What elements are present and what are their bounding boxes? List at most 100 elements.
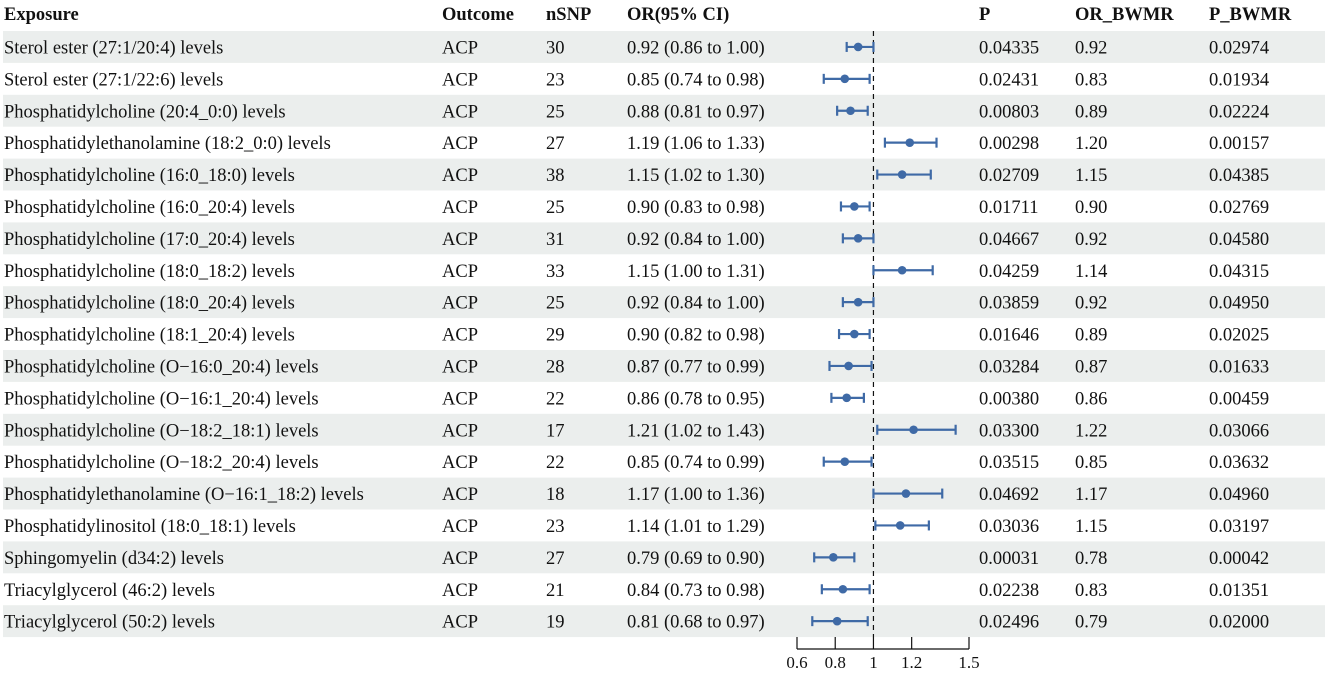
cell-p-bwmr: 0.00459 [1209, 389, 1269, 409]
cell-nsnp: 21 [546, 581, 565, 601]
cell-exposure: Phosphatidylcholine (16:0_18:0) levels [4, 166, 295, 186]
cell-p-bwmr: 0.03066 [1209, 421, 1269, 441]
cell-outcome: ACP [442, 549, 478, 569]
cell-or-bwmr: 0.92 [1075, 294, 1107, 314]
cell-or-ci: 0.92 (0.84 to 1.00) [627, 294, 765, 314]
cell-exposure: Phosphatidylethanolamine (18:2_0:0) leve… [4, 134, 331, 154]
cell-exposure: Phosphatidylcholine (16:0_20:4) levels [4, 198, 295, 218]
ci-mark [841, 233, 875, 244]
cell-p-bwmr: 0.02000 [1209, 613, 1269, 633]
row-stripe [3, 158, 1325, 191]
cell-p: 0.02496 [979, 613, 1039, 633]
cell-exposure: Phosphatidylcholine (20:4_0:0) levels [4, 102, 286, 122]
cell-outcome: ACP [442, 230, 478, 250]
table-row: Phosphatidylcholine (O−16:1_20:4) levels… [4, 389, 1269, 409]
cell-outcome: ACP [442, 421, 478, 441]
header-outcome: Outcome [442, 5, 514, 25]
table-row: Phosphatidylcholine (16:0_18:0) levels AC… [4, 166, 1269, 186]
or-point [829, 553, 838, 562]
row-stripe [3, 413, 1325, 446]
cell-exposure: Phosphatidylcholine (O−18:2_18:1) levels [4, 421, 319, 441]
cell-p: 0.00031 [979, 549, 1039, 569]
cell-outcome: ACP [442, 166, 478, 186]
cell-outcome: ACP [442, 357, 478, 377]
or-point [840, 74, 850, 84]
cell-or-bwmr: 0.90 [1075, 198, 1107, 218]
cell-nsnp: 22 [546, 389, 565, 409]
ci-mark [876, 169, 932, 180]
table-row: Phosphatidylcholine (16:0_20:4) levels AC… [4, 198, 1269, 218]
cell-outcome: ACP [442, 326, 478, 346]
ci-mark [841, 297, 875, 308]
cell-outcome: ACP [442, 389, 478, 409]
table-row: Phosphatidylethanolamine (O−16:1_18:2) l… [4, 485, 1269, 505]
cell-exposure: Phosphatidylcholine (18:1_20:4) levels [4, 326, 295, 346]
or-point [905, 138, 915, 147]
cell-or-bwmr: 1.14 [1075, 262, 1107, 282]
cell-nsnp: 19 [546, 613, 565, 633]
cell-p: 0.04259 [979, 262, 1039, 282]
x-tick-label: 1 [869, 653, 878, 672]
cell-p: 0.04335 [979, 38, 1039, 58]
cell-or-bwmr: 1.22 [1075, 421, 1107, 441]
cell-exposure: Phosphatidylethanolamine (O−16:1_18:2) l… [4, 485, 364, 505]
cell-or-ci: 0.85 (0.74 to 0.98) [627, 70, 765, 90]
cell-or-ci: 1.17 (1.00 to 1.36) [627, 485, 765, 505]
cell-or-ci: 0.85 (0.74 to 0.99) [627, 453, 765, 473]
header-exposure: Exposure [4, 5, 79, 25]
table-row: Phosphatidylcholine (O−18:2_18:1) levels… [4, 421, 1269, 441]
or-point [842, 393, 851, 403]
cell-p-bwmr: 0.02769 [1209, 198, 1269, 218]
ci-mark [830, 392, 865, 403]
cell-nsnp: 23 [546, 70, 565, 90]
table-row: Phosphatidylcholine (18:0_18:2) levels AC… [4, 262, 1269, 282]
table-row: Triacylglycerol (46:2) levels ACP 21 0.84 (… [4, 581, 1269, 601]
or-point [838, 584, 848, 594]
table-row: Phosphatidylcholine (18:0_20:4) levels AC… [4, 294, 1269, 314]
or-point [846, 106, 855, 116]
ci-mark [822, 456, 873, 467]
cell-or-bwmr: 0.83 [1075, 581, 1107, 601]
header-or-ci: OR(95% CI) [627, 5, 729, 25]
cell-p-bwmr: 0.04580 [1209, 230, 1269, 250]
table-row: Phosphatidylcholine (O−16:0_20:4) levels… [4, 357, 1269, 377]
cell-or-bwmr: 0.89 [1075, 102, 1107, 122]
cell-p: 0.03859 [979, 294, 1039, 314]
cell-p: 0.03515 [979, 453, 1039, 473]
cell-outcome: ACP [442, 453, 478, 473]
cell-exposure: Phosphatidylcholine (O−18:2_20:4) levels [4, 453, 319, 473]
cell-or-bwmr: 1.20 [1075, 134, 1107, 154]
cell-nsnp: 27 [546, 134, 565, 154]
cell-outcome: ACP [442, 38, 478, 58]
cell-or-bwmr: 0.85 [1075, 453, 1107, 473]
cell-outcome: ACP [442, 294, 478, 314]
cell-or-ci: 0.79 (0.69 to 0.90) [627, 549, 765, 569]
cell-outcome: ACP [442, 517, 478, 537]
cell-p: 0.01646 [979, 326, 1039, 346]
ci-mark [828, 360, 873, 371]
cell-p-bwmr: 0.02025 [1209, 326, 1269, 346]
cell-p: 0.03284 [979, 357, 1039, 377]
cell-p: 0.00380 [979, 389, 1039, 409]
header-p-bwmr: P_BWMR [1209, 5, 1292, 25]
or-point [853, 297, 863, 307]
or-point [844, 361, 853, 371]
cell-outcome: ACP [442, 613, 478, 633]
cell-p-bwmr: 0.02224 [1209, 102, 1269, 122]
table-row: Phosphatidylinositol (18:0_18:1) levels A… [4, 517, 1269, 537]
cell-p: 0.03036 [979, 517, 1039, 537]
cell-or-ci: 0.86 (0.78 to 0.95) [627, 389, 765, 409]
or-point [897, 170, 907, 179]
x-tick-label: 0.6 [786, 653, 807, 672]
cell-or-bwmr: 0.92 [1075, 230, 1107, 250]
cell-p-bwmr: 0.01934 [1209, 70, 1269, 90]
cell-exposure: Triacylglycerol (50:2) levels [4, 613, 215, 633]
cell-exposure: Sphingomyelin (d34:2) levels [4, 549, 224, 569]
cell-outcome: ACP [442, 134, 478, 154]
cell-p-bwmr: 0.03632 [1209, 453, 1269, 473]
ci-mark [883, 137, 938, 148]
cell-or-ci: 0.90 (0.82 to 0.98) [627, 326, 765, 346]
or-point [853, 234, 863, 243]
table-row: Phosphatidylcholine (20:4_0:0) levels ACP… [4, 102, 1269, 122]
